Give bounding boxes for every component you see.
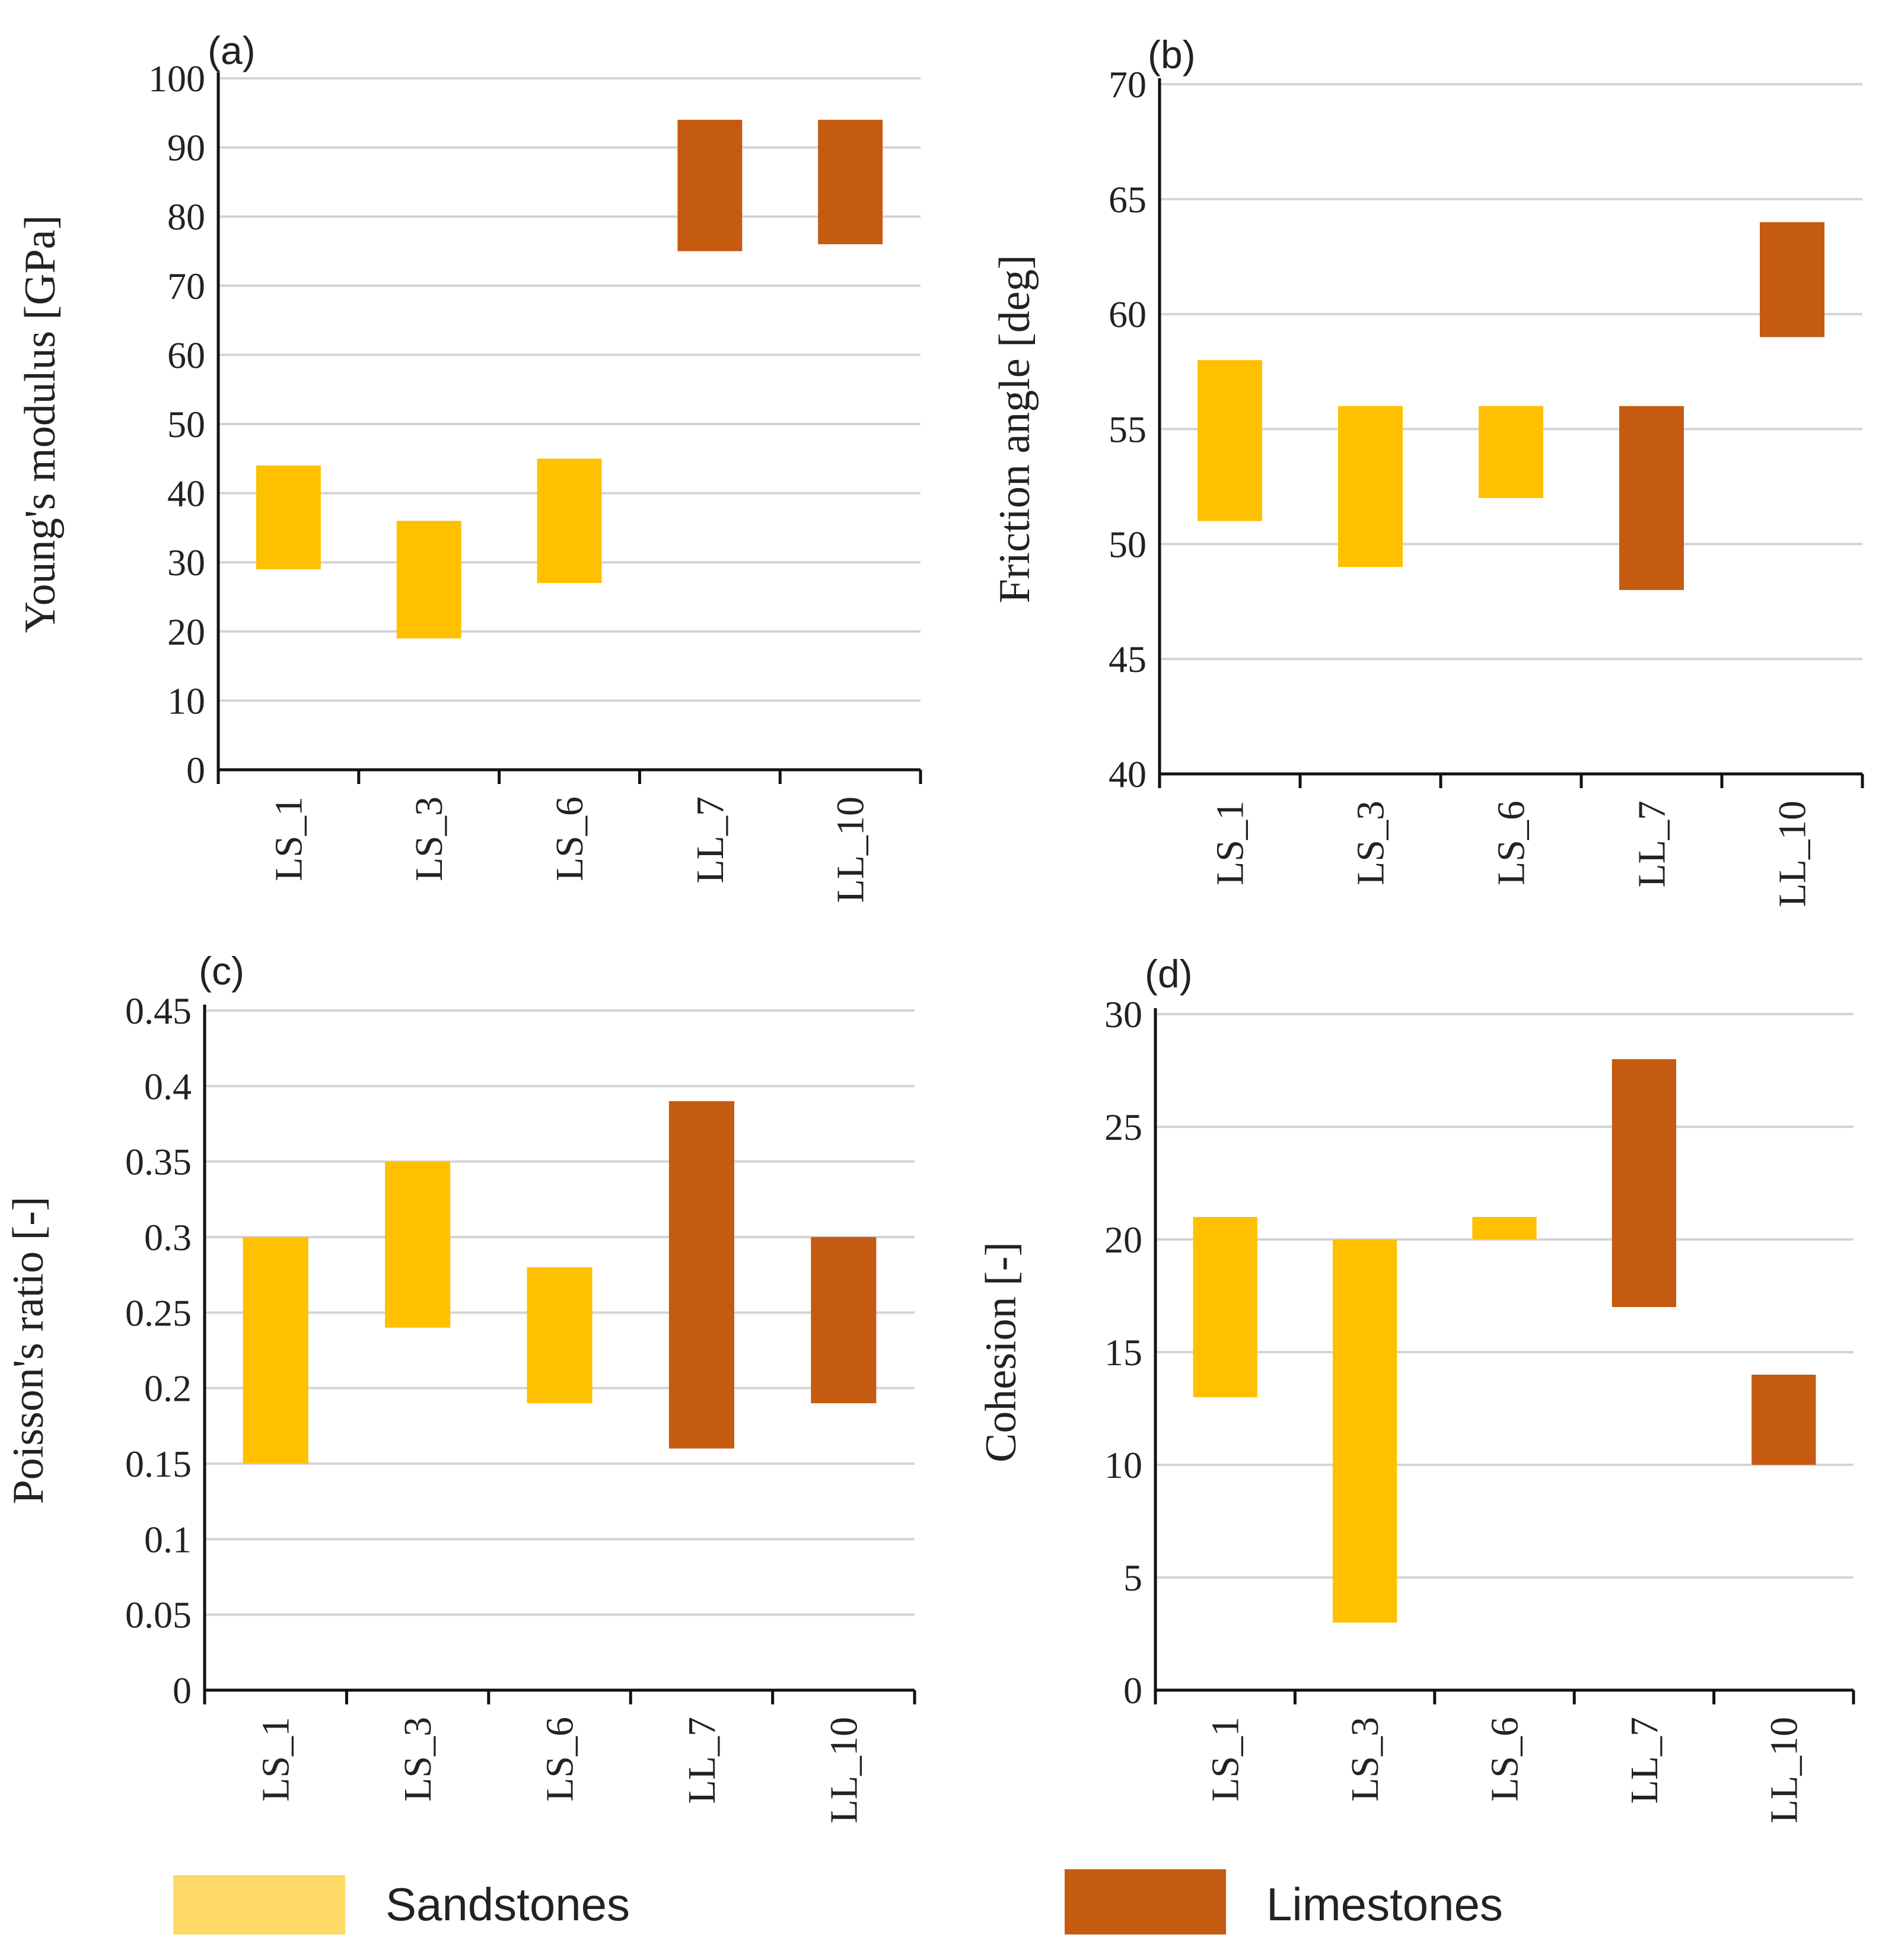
- x-tick-label: LS_1: [1209, 801, 1252, 885]
- y-tick-label: 25: [1104, 1106, 1142, 1148]
- y-tick-label: 80: [167, 196, 205, 238]
- bar-ls-1: [243, 1237, 308, 1464]
- y-tick-label: 70: [1109, 63, 1147, 106]
- y-axis-title: Poisson's ratio [-]: [4, 1197, 53, 1505]
- bar-ll-10: [818, 119, 883, 244]
- bar-ls-1: [256, 465, 321, 569]
- panel-c: 0 0.05 0.1 0.15 0.2 0.25 0.3 0.35 0.4 0.45 LS_1 LS_…: [4, 949, 916, 1824]
- bar-ls-1: [1193, 1217, 1257, 1397]
- bar-ll-7: [1612, 1059, 1677, 1307]
- y-tick-label: 70: [167, 265, 205, 307]
- bar-ll-10: [1759, 222, 1825, 337]
- y-axis-title: Friction angle [deg]: [991, 255, 1039, 604]
- legend-label-limestones: Limestones: [1266, 1878, 1503, 1930]
- x-tick-label: LL_7: [680, 1717, 724, 1804]
- x-tick-label: LS_6: [548, 796, 591, 881]
- y-tick-label: 20: [1104, 1219, 1142, 1261]
- y-tick-label: 90: [167, 127, 205, 169]
- x-tick-label: LL_10: [822, 1717, 865, 1824]
- bar-ll-7: [668, 1101, 734, 1449]
- x-tick-label: LS_6: [1490, 801, 1533, 885]
- x-tick-label: LL_7: [1623, 1717, 1666, 1804]
- y-tick-label: 50: [167, 403, 205, 445]
- bar-ls-3: [385, 1161, 451, 1328]
- panel-d: 0 5 10 15 20 25 30 LS_1 LS_3 LS_6 LL_7 LL_10 Cohesio…: [977, 952, 1855, 1824]
- x-tick-label: LS_3: [1349, 801, 1393, 885]
- x-tick-label: LL_10: [1762, 1717, 1805, 1824]
- x-tick-label: LL_10: [1771, 801, 1814, 907]
- panel-label-d: (d): [1145, 952, 1193, 996]
- y-tick-label: 0.1: [144, 1518, 192, 1560]
- x-tick-label: LS_6: [539, 1717, 582, 1802]
- y-tick-label: 15: [1104, 1331, 1142, 1373]
- x-tick-label: LL_10: [829, 796, 872, 903]
- y-tick-label: 100: [148, 58, 205, 100]
- bar-ls-6: [1472, 1217, 1537, 1239]
- bar-ll-7: [677, 119, 743, 251]
- panel-label-a: (a): [208, 28, 256, 72]
- y-tick-label: 20: [167, 611, 205, 653]
- x-tick-label: LS_6: [1483, 1717, 1527, 1802]
- y-tick-label: 40: [167, 473, 205, 515]
- x-tick-label: LS_1: [254, 1717, 298, 1802]
- x-tick-label: LS_3: [407, 796, 451, 881]
- y-tick-label: 45: [1109, 638, 1147, 680]
- bar-ll-10: [811, 1237, 877, 1404]
- x-tick-label: LL_7: [689, 796, 732, 884]
- legend-swatch-limestones: [1065, 1869, 1226, 1934]
- y-tick-label: 60: [167, 334, 205, 376]
- panel-b: 40 45 50 55 60 65 70 LS_1 LS_3 LS_6 LL_7 LL_10 Frict…: [991, 33, 1864, 907]
- y-tick-label: 0.25: [125, 1292, 192, 1334]
- y-tick-label: 65: [1109, 179, 1147, 221]
- y-tick-label: 50: [1109, 523, 1147, 565]
- x-tick-label: LL_7: [1631, 801, 1674, 888]
- panel-a: 0 10 20 30 40 50 60 70 80 90 100 LS_1 LS_3 LS_6 LL_7 LL…: [16, 28, 922, 903]
- legend: Sandstones Limestones: [173, 1869, 1503, 1934]
- y-tick-label: 10: [1104, 1444, 1142, 1486]
- bar-ls-6: [527, 1267, 593, 1404]
- legend-swatch-sandstones: [173, 1875, 345, 1934]
- y-tick-label: 0: [186, 749, 205, 791]
- x-tick-label: LS_3: [396, 1717, 440, 1802]
- y-tick-label: 0: [173, 1669, 192, 1712]
- x-tick-label: LS_1: [1204, 1717, 1247, 1802]
- x-tick-label: LS_3: [1343, 1717, 1387, 1802]
- y-tick-label: 0.2: [144, 1368, 192, 1410]
- y-tick-label: 0.4: [144, 1065, 192, 1107]
- y-tick-label: 10: [167, 680, 205, 722]
- bar-ls-3: [396, 521, 461, 639]
- y-tick-label: 0.15: [125, 1443, 192, 1485]
- y-tick-label: 5: [1123, 1557, 1142, 1599]
- bar-ls-3: [1337, 406, 1403, 568]
- y-tick-label: 40: [1109, 753, 1147, 795]
- y-tick-label: 0.05: [125, 1594, 192, 1636]
- y-axis-title: Cohesion [-]: [977, 1242, 1026, 1462]
- y-tick-label: 60: [1109, 294, 1147, 336]
- y-tick-label: 0.3: [144, 1216, 192, 1258]
- bar-ls-6: [537, 458, 602, 584]
- y-tick-label: 0.45: [125, 990, 192, 1032]
- y-tick-label: 0.35: [125, 1141, 192, 1183]
- bar-ll-7: [1619, 406, 1684, 590]
- panel-label-c: (c): [199, 949, 244, 993]
- bar-ll-10: [1751, 1375, 1816, 1465]
- y-axis-title: Young's modulus [GPa]: [16, 215, 65, 633]
- bar-ls-6: [1478, 406, 1544, 498]
- y-tick-label: 30: [167, 541, 205, 584]
- panel-label-b: (b): [1148, 33, 1196, 77]
- bar-ls-1: [1197, 360, 1263, 521]
- bar-ls-3: [1332, 1239, 1397, 1623]
- legend-label-sandstones: Sandstones: [386, 1878, 630, 1930]
- y-tick-label: 30: [1104, 993, 1142, 1035]
- y-tick-label: 55: [1109, 409, 1147, 451]
- x-tick-label: LS_1: [267, 796, 310, 881]
- y-tick-label: 0: [1123, 1669, 1142, 1712]
